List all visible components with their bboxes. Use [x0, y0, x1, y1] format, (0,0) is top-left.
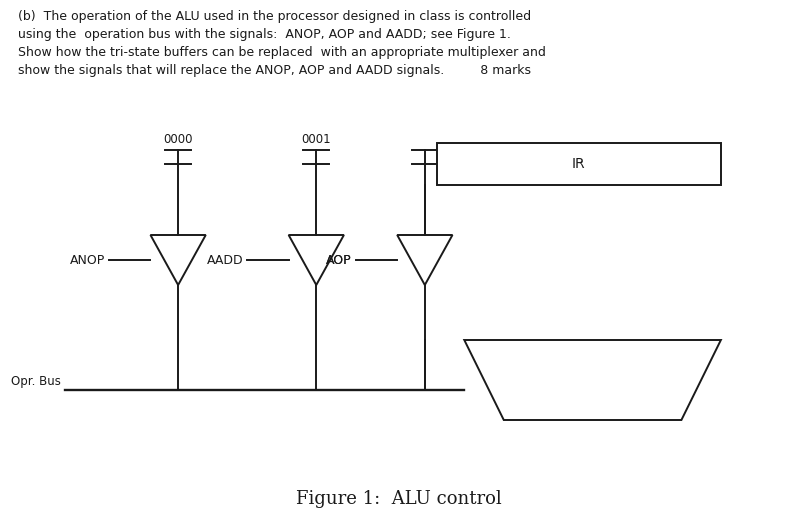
Text: using the  operation bus with the signals:  ANOP, AOP and AADD; see Figure 1.: using the operation bus with the signals… — [18, 28, 511, 41]
Text: Figure 1:  ALU control: Figure 1: ALU control — [296, 490, 501, 508]
Text: 0000: 0000 — [164, 133, 193, 146]
Text: Show how the tri-state buffers can be replaced  with an appropriate multiplexer : Show how the tri-state buffers can be re… — [18, 46, 546, 59]
Text: AOP: AOP — [326, 254, 352, 267]
Text: AADD: AADD — [207, 254, 243, 267]
Text: IR: IR — [572, 157, 586, 171]
Text: Opr. Bus: Opr. Bus — [11, 375, 61, 388]
Text: show the signals that will replace the ANOP, AOP and AADD signals.         8 mar: show the signals that will replace the A… — [18, 64, 531, 77]
Text: ANOP: ANOP — [70, 254, 105, 267]
Text: 0001: 0001 — [301, 133, 331, 146]
Text: (b)  The operation of the ALU used in the processor designed in class is control: (b) The operation of the ALU used in the… — [18, 10, 531, 23]
Text: AOP: AOP — [326, 254, 352, 267]
Bar — [437, 143, 721, 185]
